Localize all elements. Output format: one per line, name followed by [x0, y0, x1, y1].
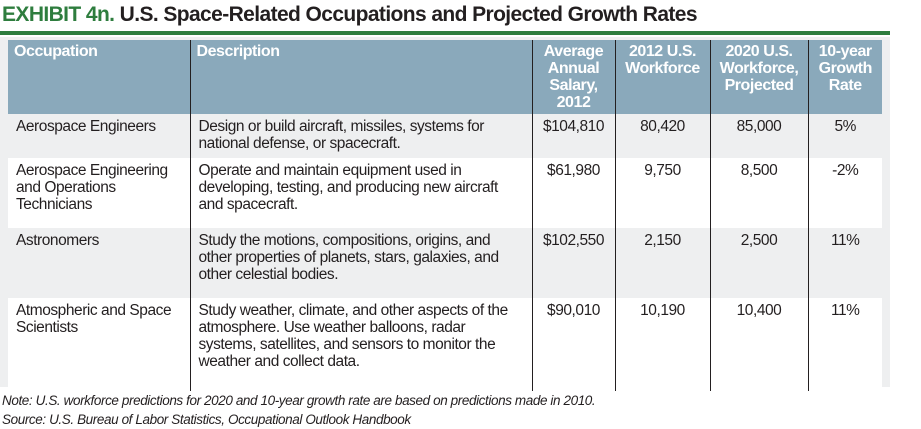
cell-workforce-2020: 8,500 — [709, 158, 808, 228]
header-description: Description — [189, 40, 532, 114]
cell-description: Study weather, climate, and other aspect… — [189, 298, 532, 391]
header-growth-rate: 10-year Growth Rate — [807, 40, 882, 114]
cell-description: Operate and maintain equipment used in d… — [189, 158, 532, 228]
table-row: Aerospace Engineers Design or build aircr… — [8, 114, 882, 158]
source-text: Source: U.S. Bureau of Labor Statistics,… — [2, 412, 411, 427]
cell-workforce-2012: 2,150 — [614, 228, 710, 298]
header-salary: Average Annual Salary, 2012 — [531, 40, 615, 114]
cell-workforce-2012: 9,750 — [614, 158, 710, 228]
cell-workforce-2012: 10,190 — [614, 298, 710, 391]
cell-occupation: Aerospace Engineers — [8, 114, 190, 158]
cell-workforce-2012: 80,420 — [614, 114, 710, 158]
table-row: Aerospace Engineering and Operations Tec… — [8, 158, 882, 228]
occupations-table: Occupation Description Average Annual Sa… — [8, 40, 882, 391]
header-row: Occupation Description Average Annual Sa… — [8, 40, 882, 114]
table-row: Astronomers Study the motions, compositio… — [8, 228, 882, 298]
note-text: Note: U.S. workforce predictions for 202… — [2, 393, 596, 408]
cell-workforce-2020: 10,400 — [709, 298, 808, 391]
cell-growth-rate: -2% — [807, 158, 882, 228]
footnotes: Note: U.S. workforce predictions for 202… — [2, 391, 596, 429]
cell-salary: $104,810 — [531, 114, 615, 158]
cell-salary: $61,980 — [531, 158, 615, 228]
cell-workforce-2020: 85,000 — [709, 114, 808, 158]
cell-occupation: Astronomers — [8, 228, 190, 298]
cell-occupation: Atmospheric and Space Scientists — [8, 298, 190, 391]
table-row: Atmospheric and Space Scientists Study we… — [8, 298, 882, 391]
exhibit-title-text: U.S. Space-Related Occupations and Proje… — [119, 3, 698, 26]
cell-growth-rate: 5% — [807, 114, 882, 158]
header-occupation: Occupation — [8, 40, 190, 114]
cell-growth-rate: 11% — [807, 298, 882, 391]
header-workforce-2020: 2020 U.S. Workforce, Projected — [709, 40, 808, 114]
cell-salary: $102,550 — [531, 228, 615, 298]
cell-occupation: Aerospace Engineering and Operations Tec… — [8, 158, 190, 228]
exhibit-title: EXHIBIT 4n. U.S. Space-Related Occupatio… — [2, 3, 698, 27]
cell-growth-rate: 11% — [807, 228, 882, 298]
header-workforce-2012: 2012 U.S. Workforce — [614, 40, 710, 114]
cell-description: Study the motions, compositions, origins… — [189, 228, 532, 298]
exhibit-number: EXHIBIT 4n. — [2, 3, 115, 26]
cell-description: Design or build aircraft, missiles, syst… — [189, 114, 532, 158]
title-rule — [0, 31, 890, 35]
cell-workforce-2020: 2,500 — [709, 228, 808, 298]
cell-salary: $90,010 — [531, 298, 615, 391]
